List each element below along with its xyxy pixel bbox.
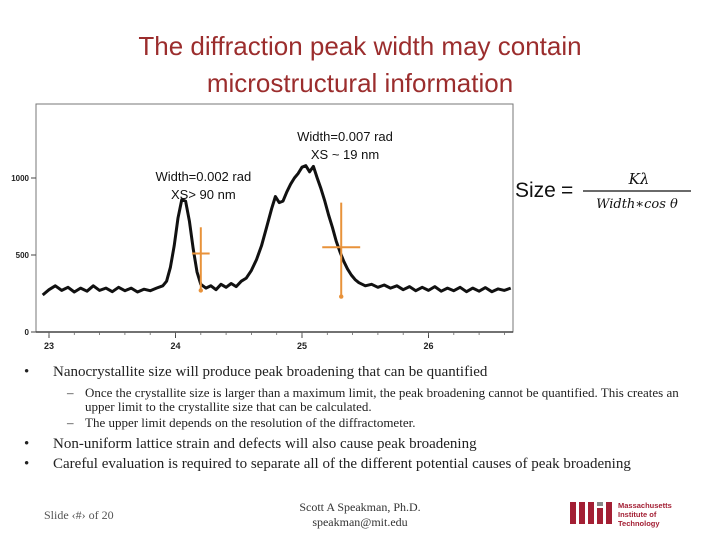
author-block: Scott A Speakman, Ph.D. speakman@mit.edu	[270, 500, 450, 530]
annotation-line-1: Width=0.002 rad	[155, 169, 251, 184]
x-tick-label: 26	[423, 341, 433, 351]
annotation-line-2: XS ~ 19 nm	[311, 147, 379, 162]
fwhm-markers	[191, 202, 361, 299]
x-tick-label: 25	[297, 341, 307, 351]
x-tick-label: 23	[44, 341, 54, 351]
mit-logo-mark	[570, 502, 612, 524]
formula-denominator: Width∗cos θ	[596, 197, 678, 212]
peak-annotations: Width=0.002 rad XS> 90 nm Width=0.007 rad X…	[155, 129, 392, 202]
y-tick-label: 500	[16, 251, 30, 260]
formula-equals: =	[561, 179, 573, 202]
bullet-text-1: Nanocrystallite size will produce peak b…	[53, 364, 488, 380]
sub-bullet-dash: –	[67, 385, 74, 400]
title-line-1: The diffraction peak width may contain	[138, 31, 582, 61]
diffraction-chart: 0 500 1000 23 24 25 26 Width=0.002 rad XS> 90 …	[11, 103, 514, 351]
annotation-line-1: Width=0.007 rad	[297, 129, 393, 144]
slide-title: The diffraction peak width may contain m…	[60, 28, 660, 102]
fwhm-marker-dot	[339, 294, 344, 299]
mit-logo-dot	[597, 502, 603, 506]
diffraction-trace	[41, 164, 512, 297]
title-line-2: microstructural information	[206, 68, 514, 98]
y-tick-label: 0	[25, 328, 30, 337]
sub-bullet-text-1: Once the crystallite size is larger than…	[85, 385, 679, 414]
size-formula: Size = Kλ Width∗cos θ	[515, 170, 691, 212]
formula-lhs: Size	[515, 179, 556, 202]
bullet-text-3: Careful evaluation is required to separa…	[53, 456, 631, 472]
mit-logo: Massachusetts Institute of Technology	[570, 501, 672, 528]
bullet-dot: •	[24, 436, 30, 452]
y-axis-ticks: 0 500 1000	[11, 174, 36, 337]
y-tick-label: 1000	[11, 174, 29, 183]
bullet-text-2: Non-uniform lattice strain and defects w…	[53, 436, 477, 452]
fwhm-marker-dot	[198, 288, 203, 293]
plot-frame	[35, 103, 514, 333]
author-email: speakman@mit.edu	[312, 515, 408, 529]
logo-line-3: Technology	[618, 519, 660, 528]
x-axis-ticks: 23 24 25 26	[44, 332, 505, 351]
bullet-dot: •	[24, 456, 30, 472]
annotation-line-2: XS> 90 nm	[171, 187, 236, 202]
slide-number: Slide ‹#› of 20	[44, 508, 114, 522]
sub-bullet-text-2: The upper limit depends on the resolutio…	[85, 415, 416, 430]
author-name: Scott A Speakman, Ph.D.	[299, 500, 421, 514]
x-tick-label: 24	[170, 341, 180, 351]
bullet-dot: •	[24, 364, 30, 380]
formula-numerator: Kλ	[628, 170, 650, 188]
sub-bullet-dash: –	[67, 415, 74, 430]
logo-line-1: Massachusetts	[618, 501, 672, 510]
logo-line-2: Institute of	[618, 510, 657, 519]
